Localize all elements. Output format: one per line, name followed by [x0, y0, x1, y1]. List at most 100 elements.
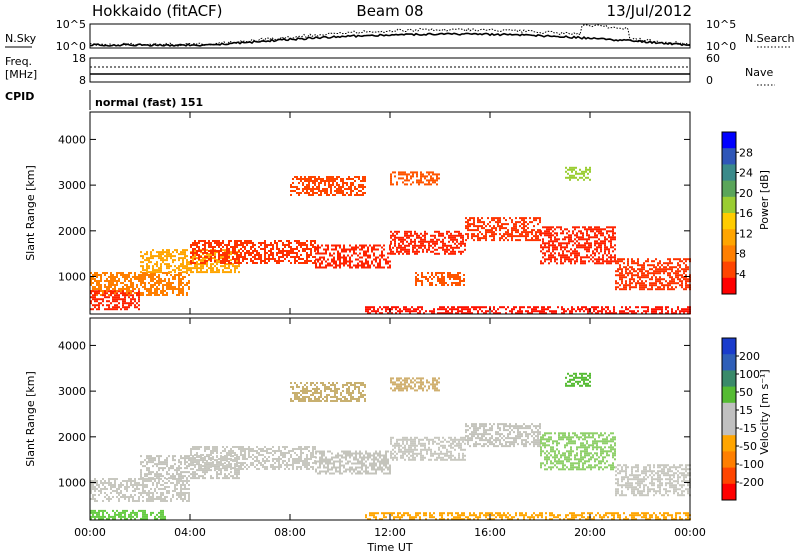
colorbar-tick-1: 100 — [739, 368, 760, 381]
power-echo-band-3 — [190, 240, 316, 264]
nsearch-label: N.Search — [745, 32, 795, 45]
colorbar-tick-1: 8 — [739, 248, 746, 261]
power-echo-band-9 — [290, 176, 366, 196]
nsky-curve — [89, 32, 691, 47]
power-echo-band-7 — [540, 226, 616, 265]
colorbar-swatch-1 — [722, 148, 736, 165]
velocity-echo-band-9 — [390, 377, 440, 392]
colorbar-tick-5: 24 — [739, 167, 753, 180]
power-echo-band-6 — [465, 217, 541, 242]
colorbar-frame — [721, 337, 737, 501]
xtick-label-4: 16:00 — [474, 526, 506, 539]
colorbar-swatch-8 — [722, 467, 736, 485]
colorbar-tick-6: -100 — [739, 458, 764, 471]
xtick-label-1: 04:00 — [174, 526, 206, 539]
velocity-colorbar-label: Velocity [m s⁻¹] — [758, 369, 771, 454]
freq-panel — [89, 57, 691, 83]
freq-tick-bottom: 8 — [79, 74, 86, 87]
colorbar-swatch-8 — [722, 261, 736, 279]
colorbar-tick-4: -15 — [739, 422, 757, 435]
colorbar-swatch-9 — [722, 277, 736, 295]
colorbar-tick-5: -50 — [739, 440, 757, 453]
colorbar-swatch-0 — [722, 132, 736, 149]
colorbar-swatch-5 — [722, 213, 736, 230]
velocity-echo-band-4 — [390, 436, 466, 461]
colorbar-tick-2: 50 — [739, 386, 753, 399]
nave-label: Nave — [745, 66, 773, 79]
colorbar-swatch-3 — [722, 386, 736, 404]
power-echo-band-5 — [390, 230, 466, 255]
power-colorbar: 4 8 12 16 20 24 28 — [721, 131, 753, 295]
power-colorbar-label: Power [dB] — [758, 170, 771, 230]
ytick-label-0: 1000 — [58, 271, 86, 284]
nsearch-curve — [89, 24, 691, 47]
xtick-label-6: 00:00 — [674, 526, 706, 539]
colorbar-swatch-0 — [722, 338, 736, 355]
radar-title: Hokkaido (fitACF) — [92, 2, 223, 20]
cpid-text: normal (fast) 151 — [95, 96, 203, 109]
cpid-label: CPID — [5, 90, 34, 103]
xtick-label-0: 00:00 — [74, 526, 106, 539]
power-echo-band-10 — [390, 171, 440, 186]
power-echo-band-8 — [615, 258, 691, 291]
ytick-label-2: 3000 — [58, 385, 86, 398]
xtick-label-5: 20:00 — [574, 526, 606, 539]
power-echo-band-1 — [90, 290, 140, 311]
nsky-panel — [89, 23, 691, 49]
colorbar-swatch-4 — [722, 402, 736, 420]
colorbar-tick-7: -200 — [739, 476, 764, 489]
nsearch-tick-top: 10^5 — [706, 18, 736, 31]
velocity-axes: 1000 2000 3000 4000 — [58, 318, 691, 520]
velocity-echoes — [90, 372, 691, 521]
freq-unit: [MHz] — [5, 68, 37, 81]
power-echo-band-4 — [315, 244, 391, 269]
ytick-label-3: 4000 — [58, 339, 86, 352]
power-echo-band-13 — [565, 166, 591, 181]
colorbar-tick-2: 12 — [739, 227, 753, 240]
power-axes: 1000 2000 3000 4000 — [58, 112, 691, 314]
xtick-label-2: 08:00 — [274, 526, 306, 539]
colorbar-tick-6: 28 — [739, 146, 753, 159]
nave-tick-bottom: 0 — [706, 74, 713, 87]
nsky-label: N.Sky — [5, 32, 37, 45]
colorbar-tick-0: 200 — [739, 350, 760, 363]
power-echo-band-11 — [365, 306, 691, 315]
colorbar-tick-3: 16 — [739, 207, 753, 220]
colorbar-tick-4: 20 — [739, 187, 753, 200]
colorbar-swatch-7 — [722, 451, 736, 469]
colorbar-swatch-2 — [722, 370, 736, 388]
colorbar-swatch-5 — [722, 419, 736, 436]
xtick-label-3: 12:00 — [374, 526, 406, 539]
colorbar-swatch-9 — [722, 483, 736, 501]
colorbar-swatch-1 — [722, 354, 736, 371]
nave-tick-top: 60 — [706, 52, 720, 65]
time-axis-ticks: 00:00 04:00 08:00 12:00 16:00 20:00 00:00 — [74, 526, 706, 539]
time-axis-label: Time UT — [366, 541, 412, 554]
velocity-echo-band-10 — [365, 512, 691, 521]
colorbar-tick-0: 4 — [739, 268, 746, 281]
date-label: 13/Jul/2012 — [607, 2, 692, 20]
velocity-echo-band-3 — [315, 450, 391, 475]
power-ylabel: Slant Range [km] — [24, 165, 37, 261]
colorbar-swatch-3 — [722, 180, 736, 198]
ytick-label-2: 3000 — [58, 179, 86, 192]
velocity-echo-band-0 — [90, 478, 190, 502]
freq-tick-top: 18 — [72, 52, 86, 65]
colorbar-swatch-6 — [722, 435, 736, 452]
freq-label: Freq. — [5, 55, 32, 68]
colorbar-tick-3: 15 — [739, 404, 753, 417]
velocity-echo-band-6 — [540, 432, 616, 471]
beam-label: Beam 08 — [356, 2, 423, 20]
power-echoes — [90, 166, 691, 315]
colorbar-swatch-4 — [722, 196, 736, 214]
power-echo-band-12 — [415, 272, 465, 286]
velocity-ylabel: Slant Range [km] — [24, 371, 37, 467]
velocity-echo-band-11 — [90, 509, 166, 520]
velocity-echo-band-7 — [615, 464, 691, 497]
velocity-colorbar: 200 100 50 15 -15 -50 -100 -200 — [721, 337, 764, 501]
nsearch-tick-bottom: 10^0 — [706, 40, 736, 53]
ytick-label-0: 1000 — [58, 477, 86, 490]
nsky-tick-top: 10^5 — [56, 18, 86, 31]
colorbar-swatch-7 — [722, 245, 736, 263]
